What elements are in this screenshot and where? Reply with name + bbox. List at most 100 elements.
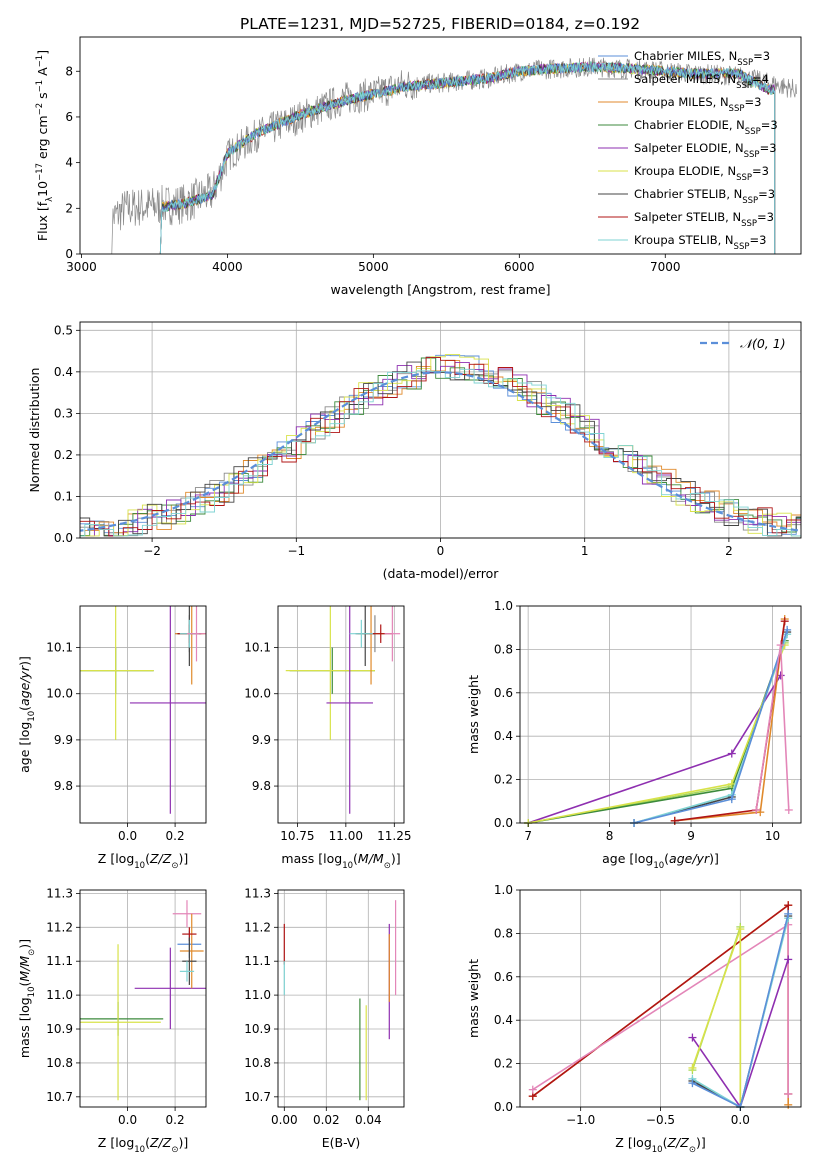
y-tick-label: 10.1	[46, 641, 73, 655]
weight-lines	[524, 615, 793, 827]
plot-marks	[524, 615, 793, 827]
histogram-salpeter-elodie	[80, 361, 801, 537]
figure-title: PLATE=1231, MJD=52725, FIBERID=0184, z=0…	[240, 15, 640, 33]
x-tick-label: 0.0	[118, 829, 137, 843]
legend-label: Chabrier STELIB, NSSP=3	[634, 187, 775, 206]
x-tick-label: 0.2	[166, 829, 185, 843]
plot-marks	[283, 900, 397, 1101]
y-tick-label: 9.8	[252, 779, 271, 793]
x-axis-label: wavelength [Angstrom, rest frame]	[330, 282, 550, 297]
x-tick-label: −0.5	[646, 1113, 675, 1127]
y-axis-label: mass weight	[466, 959, 481, 1038]
axes-frame	[277, 605, 405, 824]
x-tick-label: 1	[581, 544, 589, 558]
y-tick-label: 11.3	[244, 886, 271, 900]
y-axis-label: age [log10(age/yr)]	[17, 656, 37, 773]
y-tick-label: 10.9	[244, 1022, 271, 1036]
x-tick-label: 0	[437, 544, 445, 558]
y-tick-label: 11.3	[46, 886, 73, 900]
spectrum-model-line-kroupa-stelib	[159, 60, 776, 254]
y-tick-label: 0.0	[494, 816, 513, 830]
residuals-axes: −2 −1 0 1 2 0.0 0.1 0.2 0.3 0.4 0.5 (data-model)/er…	[27, 321, 802, 581]
weight_vs_Z-axes: −1.0 −0.5 0.0 0.0 0.2 0.4 0.6 0.8 1.0 Z [log10(Z/…	[466, 883, 802, 1155]
x-tick-label: −1.0	[566, 1113, 595, 1127]
y-tick-label: 11.0	[244, 988, 271, 1002]
plot-area	[278, 606, 404, 823]
legend-label: Salpeter MILES, NSSP=4	[634, 72, 769, 91]
y-tick-label: 9.9	[252, 733, 271, 747]
y-tick-label: 10.8	[46, 1056, 73, 1070]
y-tick-label: 0	[65, 247, 73, 261]
y-tick-label: 11.0	[46, 988, 73, 1002]
x-axis-label: (data-model)/error	[383, 566, 500, 581]
x-axis-label: Z [log10(Z/Z⊙)]	[98, 851, 188, 871]
y-axis-label: mass weight	[466, 675, 481, 754]
y-tick-label: 1.0	[494, 599, 513, 613]
y-tick-label: 0.8	[494, 926, 513, 940]
x-tick-label: 7	[524, 829, 532, 843]
y-tick-label: 0.4	[494, 1013, 513, 1027]
spectrum-axes: 3000 4000 5000 6000 7000 0 2 4 6 8 wavelength [Ang…	[35, 36, 802, 297]
x-tick-label: 3000	[66, 260, 97, 274]
plot-area	[278, 890, 404, 1107]
y-tick-label: 0.4	[54, 365, 73, 379]
y-tick-label: 10.7	[244, 1090, 271, 1104]
x-tick-label: −1	[287, 544, 305, 558]
y-tick-label: 11.1	[244, 954, 271, 968]
legend-label: Salpeter ELODIE, NSSP=3	[634, 141, 777, 160]
x-tick-label: 11.00	[329, 829, 363, 843]
age_vs_mass-axes: 10.75 11.00 11.25 9.8 9.9 10.0 10.1 mass [log10…	[244, 605, 411, 871]
y-axis-label: Normed distribution	[27, 368, 42, 493]
x-axis-label: Z [log10(Z/Z⊙)]	[98, 1135, 188, 1155]
y-tick-label: 0.6	[494, 686, 513, 700]
legend-label: 𝒩(0, 1)	[740, 336, 786, 351]
y-tick-label: 0.8	[494, 642, 513, 656]
y-tick-label: 10.0	[46, 687, 73, 701]
errorbars	[80, 900, 206, 1101]
y-tick-label: 10.7	[46, 1090, 73, 1104]
histogram-steps	[80, 354, 801, 537]
plot-marks	[285, 606, 401, 814]
plot-area	[80, 606, 206, 823]
spectrum-lines	[110, 57, 797, 254]
x-axis-label: age [log10(age/yr)]	[602, 851, 719, 871]
x-tick-label: 5000	[358, 260, 389, 274]
x-tick-label: 9	[687, 829, 695, 843]
x-tick-label: 0.04	[355, 1113, 382, 1127]
y-tick-label: 0.2	[494, 773, 513, 787]
x-tick-label: 10	[765, 829, 780, 843]
y-tick-label: 0.6	[494, 970, 513, 984]
x-tick-label: 2	[725, 544, 733, 558]
y-tick-label: 1.0	[494, 883, 513, 897]
mass_vs_Z-axes: 0.0 0.2 10.7 10.8 10.9 11.0 11.1 11.2 11.3 Z [log…	[17, 886, 207, 1155]
legend-label: Kroupa ELODIE, NSSP=3	[634, 164, 769, 183]
x-axis-label: mass [log10(M/M⊙)]	[281, 851, 400, 871]
y-tick-label: 0.1	[54, 489, 73, 503]
y-tick-label: 11.1	[46, 954, 73, 968]
plot-area	[80, 890, 206, 1107]
y-tick-label: 0.5	[54, 323, 73, 337]
y-axis-label: mass [log10(M/M⊙)]	[17, 939, 37, 1058]
legend-label: Kroupa STELIB, NSSP=3	[634, 233, 766, 252]
y-tick-label: 0.0	[54, 531, 73, 545]
axes-frame	[519, 605, 802, 824]
y-tick-label: 9.9	[54, 733, 73, 747]
plot-marks	[80, 900, 206, 1101]
plot-marks	[80, 354, 801, 537]
y-tick-label: 10.9	[46, 1022, 73, 1036]
x-tick-label: 6000	[504, 260, 535, 274]
axes-frame	[79, 605, 207, 824]
age_vs_Z-axes: 0.0 0.2 9.8 9.9 10.0 10.1 Z [log10(Z/Z⊙)] age […	[17, 605, 207, 871]
x-tick-label: 0.00	[271, 1113, 298, 1127]
y-tick-label: 0.4	[494, 729, 513, 743]
axes-frame	[277, 889, 405, 1108]
y-tick-label: 11.2	[46, 920, 73, 934]
weight_vs_age-axes: 7 8 9 10 0.0 0.2 0.4 0.6 0.8 1.0 age [log10(age/yr…	[466, 599, 802, 871]
x-tick-label: 8	[606, 829, 614, 843]
legend-label: Kroupa MILES, NSSP=3	[634, 95, 761, 114]
y-tick-label: 10.1	[244, 641, 271, 655]
normal-curve	[80, 371, 801, 532]
y-tick-label: 0.2	[54, 448, 73, 462]
x-axis-label: Z [log10(Z/Z⊙)]	[615, 1135, 705, 1155]
